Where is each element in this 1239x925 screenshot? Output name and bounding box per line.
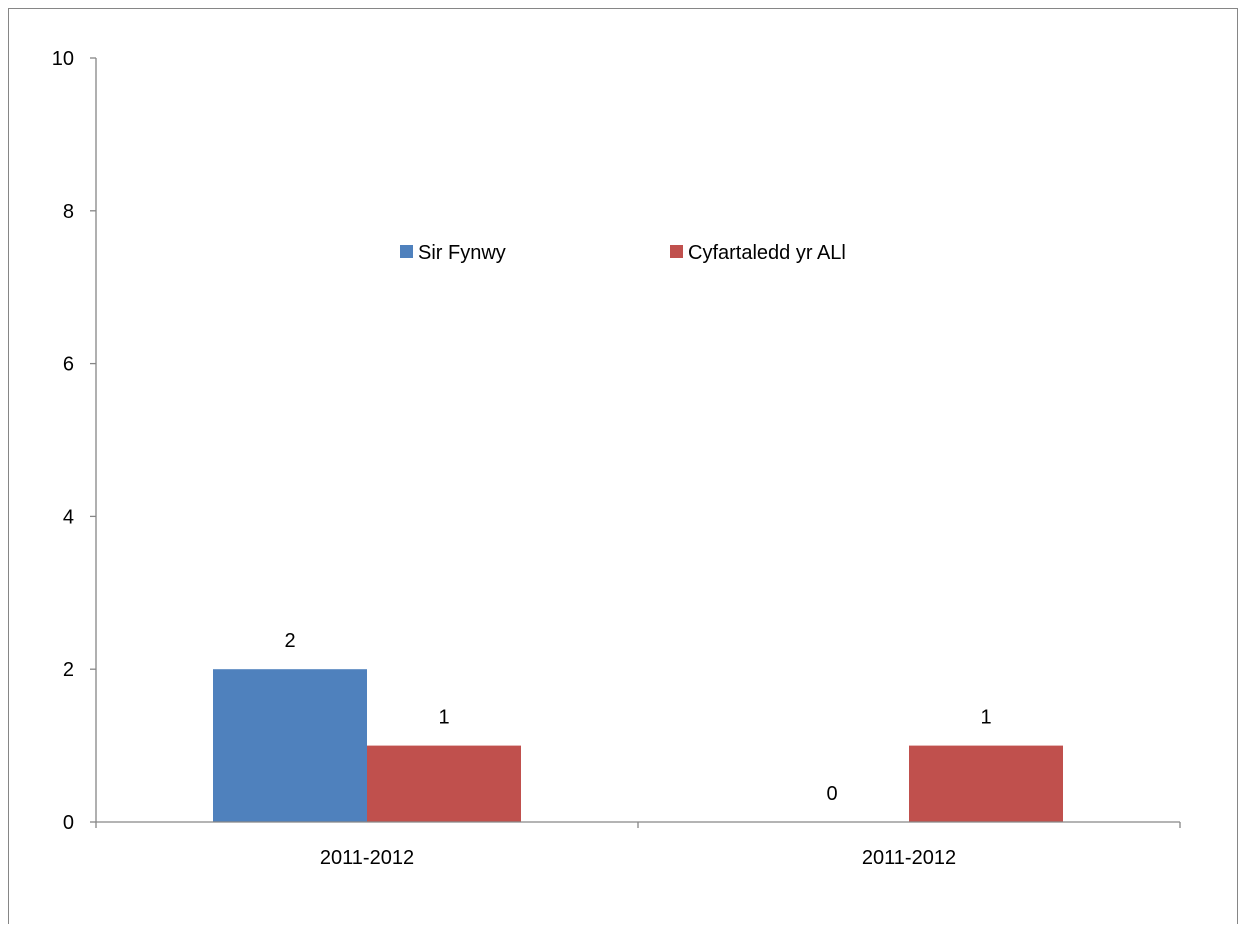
- bar-cyfartaledd: [909, 745, 1063, 822]
- legend-swatch-cyfartaledd: [670, 245, 683, 258]
- y-tick-label: 0: [63, 812, 74, 834]
- y-tick-label: 6: [63, 354, 74, 376]
- data-labels: 201 1: [284, 630, 991, 805]
- data-label: 0: [826, 783, 837, 805]
- legend: Sir Fynwy Cyfartaledd yr ALl: [400, 242, 846, 264]
- legend-label-cyfartaledd: Cyfartaledd yr ALl: [688, 242, 846, 264]
- y-tick-label: 2: [63, 659, 74, 681]
- y-tick-label: 8: [63, 201, 74, 223]
- x-category-label: 2011-2012: [320, 847, 414, 869]
- data-label: 1: [980, 707, 991, 729]
- y-tick-label: 10: [52, 48, 74, 70]
- legend-label-sir-fynwy: Sir Fynwy: [418, 242, 506, 264]
- data-label: 1: [438, 707, 449, 729]
- bar-cyfartaledd: [367, 745, 521, 822]
- bar-sir-fynwy: [213, 669, 367, 822]
- legend-swatch-sir-fynwy: [400, 245, 413, 258]
- y-tick-label: 4: [63, 506, 74, 528]
- x-category-label: 2011-2012: [862, 847, 956, 869]
- data-label: 2: [284, 630, 295, 652]
- bars: [213, 669, 1063, 822]
